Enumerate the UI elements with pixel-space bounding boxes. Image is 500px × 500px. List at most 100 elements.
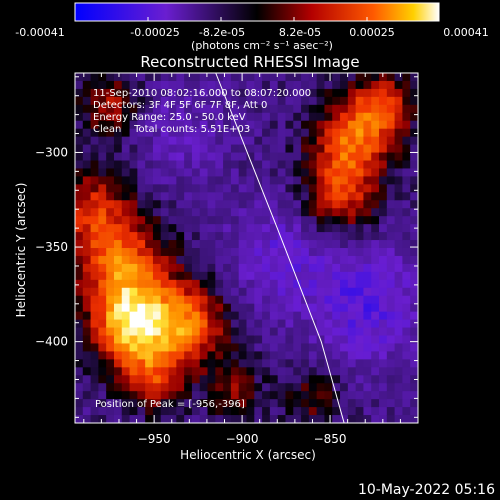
heatmap-cell bbox=[152, 80, 162, 90]
heatmap-cell bbox=[223, 224, 232, 233]
heatmap-cell bbox=[215, 104, 224, 114]
heatmap-cell bbox=[230, 383, 240, 392]
heatmap-cell bbox=[215, 327, 224, 337]
heatmap-cell bbox=[324, 224, 333, 233]
heatmap-cell bbox=[199, 200, 209, 209]
heatmap-cell bbox=[293, 128, 302, 138]
heatmap-cell bbox=[129, 128, 138, 138]
heatmap-cell bbox=[113, 391, 123, 400]
heatmap-cell bbox=[301, 80, 310, 90]
heatmap-cell bbox=[394, 200, 404, 209]
heatmap-cell bbox=[410, 104, 418, 114]
heatmap-cell bbox=[410, 383, 418, 392]
heatmap-cell bbox=[230, 112, 240, 122]
heatmap-cell bbox=[145, 136, 154, 146]
heatmap-cell bbox=[223, 367, 232, 376]
heatmap-cell bbox=[363, 176, 372, 185]
heatmap-cell bbox=[340, 144, 349, 154]
heatmap-cell bbox=[121, 136, 131, 146]
heatmap-cell bbox=[223, 415, 232, 423]
heatmap-cell bbox=[301, 136, 310, 146]
heatmap-cell bbox=[98, 287, 107, 297]
heatmap-cell bbox=[75, 255, 84, 265]
heatmap-cell bbox=[308, 391, 318, 400]
heatmap-cell bbox=[75, 208, 84, 217]
heatmap-cell bbox=[308, 383, 318, 392]
heatmap-cell bbox=[285, 192, 294, 201]
heatmap-cell bbox=[90, 271, 99, 281]
heatmap-cell bbox=[215, 248, 224, 257]
heatmap-cell bbox=[277, 263, 287, 273]
heatmap-cell bbox=[246, 73, 255, 82]
heatmap-cell bbox=[168, 391, 177, 400]
heatmap-cell bbox=[394, 415, 404, 423]
heatmap-cell bbox=[207, 104, 216, 114]
heatmap-cell bbox=[176, 168, 185, 177]
heatmap-cell bbox=[199, 415, 209, 423]
heatmap-cell bbox=[113, 303, 123, 313]
heatmap-cell bbox=[238, 303, 248, 313]
heatmap-cell bbox=[285, 152, 294, 162]
heatmap-cell bbox=[238, 271, 248, 281]
heatmap-cell bbox=[238, 160, 248, 170]
heatmap-cell bbox=[207, 184, 216, 193]
heatmap-cell bbox=[176, 176, 185, 185]
heatmap-cell bbox=[308, 216, 318, 225]
heatmap-cell bbox=[371, 375, 380, 384]
heatmap-cell bbox=[199, 144, 209, 154]
heatmap-cell bbox=[340, 176, 349, 185]
heatmap-cell bbox=[379, 144, 388, 154]
heatmap-cell bbox=[152, 144, 162, 154]
heatmap-cell bbox=[308, 88, 318, 98]
heatmap-cell bbox=[223, 144, 232, 154]
heatmap-cell bbox=[277, 232, 287, 241]
heatmap-cell bbox=[75, 136, 84, 146]
heatmap-cell bbox=[277, 136, 287, 146]
heatmap-cell bbox=[332, 176, 341, 185]
heatmap-cell bbox=[285, 200, 294, 209]
heatmap-cell bbox=[184, 303, 193, 313]
heatmap-cell bbox=[410, 112, 418, 122]
heatmap-cell bbox=[129, 271, 138, 281]
heatmap-cell bbox=[106, 343, 115, 352]
heatmap-cell bbox=[316, 391, 326, 400]
heatmap-cell bbox=[238, 279, 248, 289]
heatmap-cell bbox=[82, 287, 92, 297]
heatmap-cell bbox=[324, 128, 333, 138]
heatmap-cell bbox=[176, 104, 185, 114]
heatmap-cell bbox=[207, 168, 216, 177]
heatmap-cell bbox=[223, 359, 232, 368]
heatmap-cell bbox=[176, 73, 185, 82]
heatmap-cell bbox=[215, 80, 224, 90]
heatmap-cell bbox=[90, 287, 99, 297]
heatmap-cell bbox=[277, 73, 287, 82]
y-axis-title: Heliocentric Y (arcsec) bbox=[14, 183, 28, 318]
heatmap-cell bbox=[184, 319, 193, 329]
heatmap-cell bbox=[262, 407, 271, 416]
heatmap-cell bbox=[379, 128, 388, 138]
heatmap-cell bbox=[90, 224, 99, 233]
heatmap-cell bbox=[199, 192, 209, 201]
heatmap-cell bbox=[215, 208, 224, 217]
heatmap-cell bbox=[394, 184, 404, 193]
heatmap-cell bbox=[121, 351, 131, 360]
heatmap-cell bbox=[410, 359, 418, 368]
heatmap-cell bbox=[191, 255, 201, 265]
heatmap-cell bbox=[410, 279, 418, 289]
heatmap-cell bbox=[230, 399, 240, 408]
heatmap-cell bbox=[82, 367, 92, 376]
heatmap-cell bbox=[293, 88, 302, 98]
heatmap-cell bbox=[371, 303, 380, 313]
heatmap-cell bbox=[293, 232, 302, 241]
heatmap-cell bbox=[371, 200, 380, 209]
heatmap-cell bbox=[254, 232, 263, 241]
heatmap-cell bbox=[98, 319, 107, 329]
heatmap-cell bbox=[394, 168, 404, 177]
heatmap-cell bbox=[75, 128, 84, 138]
heatmap-cell bbox=[215, 375, 224, 384]
heatmap-cell bbox=[207, 255, 216, 265]
heatmap-cell bbox=[106, 176, 115, 185]
heatmap-cell bbox=[168, 232, 177, 241]
heatmap-cell bbox=[137, 88, 146, 98]
